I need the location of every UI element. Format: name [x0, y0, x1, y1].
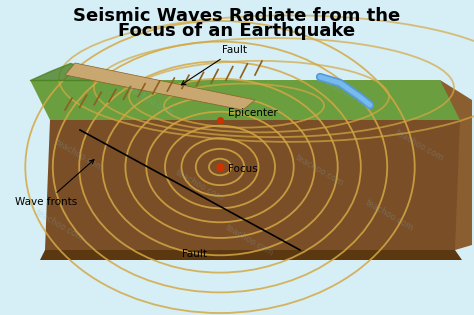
Text: Focus of an Earthquake: Focus of an Earthquake — [118, 22, 356, 40]
Text: Seismic Waves Radiate from the: Seismic Waves Radiate from the — [73, 7, 401, 25]
Text: Epicenter: Epicenter — [228, 108, 278, 118]
Polygon shape — [40, 250, 462, 260]
Text: Fault: Fault — [182, 249, 208, 259]
Polygon shape — [45, 120, 460, 250]
Text: teachoo.com: teachoo.com — [34, 208, 86, 243]
Text: teachoo.com: teachoo.com — [54, 138, 106, 172]
Text: Wave fronts: Wave fronts — [15, 160, 94, 207]
Text: teachoo.com: teachoo.com — [394, 128, 446, 163]
Text: teachoo.com: teachoo.com — [324, 77, 376, 112]
Text: Focus: Focus — [228, 164, 258, 174]
Polygon shape — [440, 80, 472, 250]
Text: teachoo.com: teachoo.com — [364, 198, 416, 232]
Text: teachoo.com: teachoo.com — [294, 152, 346, 187]
Text: teachoo.com: teachoo.com — [174, 168, 226, 203]
Text: Fault: Fault — [182, 45, 247, 85]
Text: teachoo.com: teachoo.com — [224, 222, 276, 257]
Polygon shape — [65, 63, 255, 110]
Text: teachoo.com: teachoo.com — [124, 83, 176, 117]
Polygon shape — [30, 80, 460, 120]
